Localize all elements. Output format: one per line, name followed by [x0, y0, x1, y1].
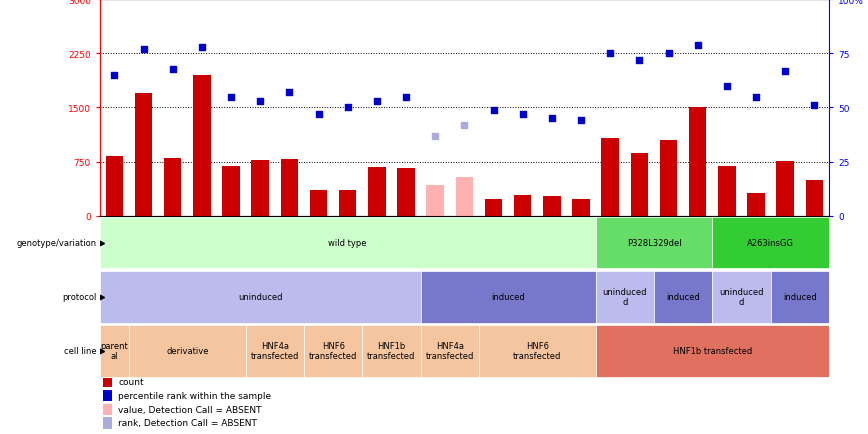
Point [661, 51, 675, 58]
Point [749, 94, 763, 101]
Bar [252, 161, 269, 216]
Bar [660, 141, 677, 216]
Bar [631, 154, 648, 216]
Bar [103, 376, 112, 387]
Bar [485, 200, 503, 216]
Text: percentile rank within the sample: percentile rank within the sample [118, 391, 271, 400]
Bar [718, 167, 735, 216]
Bar [602, 138, 619, 216]
Bar [777, 161, 794, 216]
Bar [514, 195, 531, 216]
Point [807, 102, 821, 109]
Bar [246, 325, 304, 377]
Text: count: count [118, 377, 144, 386]
Point [282, 90, 296, 97]
Text: A263insGG: A263insGG [747, 239, 794, 247]
Point [312, 111, 326, 118]
Bar [421, 271, 595, 323]
Text: cell line: cell line [63, 346, 96, 355]
Bar [572, 200, 589, 216]
Bar [747, 194, 765, 216]
Bar [368, 167, 385, 216]
Text: HNF4a
transfected: HNF4a transfected [425, 341, 474, 361]
Text: HNF4a
transfected: HNF4a transfected [251, 341, 299, 361]
Point [428, 133, 442, 140]
Bar [713, 271, 771, 323]
Bar [479, 325, 595, 377]
Point [341, 105, 355, 112]
Point [603, 51, 617, 58]
Point [253, 98, 267, 105]
Bar [103, 404, 112, 415]
Point [108, 72, 122, 79]
Bar [654, 271, 713, 323]
Text: rank, Detection Call = ABSENT: rank, Detection Call = ABSENT [118, 418, 257, 427]
Text: value, Detection Call = ABSENT: value, Detection Call = ABSENT [118, 405, 261, 414]
Bar [421, 325, 479, 377]
Bar [456, 178, 473, 216]
Point [779, 68, 792, 75]
Text: genotype/variation: genotype/variation [16, 239, 96, 247]
Point [166, 66, 180, 73]
Text: P328L329del: P328L329del [627, 239, 681, 247]
Text: HNF6
transfected: HNF6 transfected [309, 341, 358, 361]
Point [516, 111, 529, 118]
Bar [194, 76, 211, 216]
Bar [100, 217, 595, 269]
Bar [426, 185, 444, 216]
Bar [164, 158, 181, 216]
Bar [595, 325, 829, 377]
Bar [129, 325, 246, 377]
Bar [543, 197, 561, 216]
Bar [103, 417, 112, 429]
Text: HNF1b
transfected: HNF1b transfected [367, 341, 416, 361]
Point [691, 42, 705, 49]
Text: induced: induced [491, 293, 525, 301]
Bar [362, 325, 421, 377]
Point [574, 118, 588, 125]
Bar [135, 94, 152, 216]
Bar [339, 190, 357, 216]
Text: HNF1b transfected: HNF1b transfected [673, 346, 752, 355]
Bar [100, 271, 421, 323]
Point [545, 115, 559, 122]
Text: uninduced
d: uninduced d [602, 287, 647, 306]
Bar [222, 167, 240, 216]
Bar [310, 190, 327, 216]
Bar [806, 181, 823, 216]
Point [720, 83, 733, 90]
Text: derivative: derivative [166, 346, 208, 355]
Bar [713, 217, 829, 269]
Text: uninduced
d: uninduced d [720, 287, 764, 306]
Point [195, 44, 209, 51]
Bar [771, 271, 829, 323]
Text: HNF6
transfected: HNF6 transfected [513, 341, 562, 361]
Point [633, 57, 647, 64]
Text: parent
al: parent al [101, 341, 128, 361]
Point [370, 98, 384, 105]
Bar [280, 159, 298, 216]
Point [399, 94, 413, 101]
Point [136, 46, 150, 53]
Bar [595, 271, 654, 323]
Bar [398, 169, 415, 216]
Bar [689, 108, 707, 216]
Bar [100, 325, 129, 377]
Text: uninduced: uninduced [238, 293, 282, 301]
Bar [106, 156, 123, 216]
Bar [595, 217, 713, 269]
Text: protocol: protocol [62, 293, 96, 301]
Text: induced: induced [667, 293, 700, 301]
Bar [103, 390, 112, 401]
Point [457, 122, 471, 129]
Text: wild type: wild type [328, 239, 367, 247]
Point [224, 94, 238, 101]
Bar [304, 325, 362, 377]
Text: induced: induced [783, 293, 817, 301]
Point [487, 107, 501, 114]
